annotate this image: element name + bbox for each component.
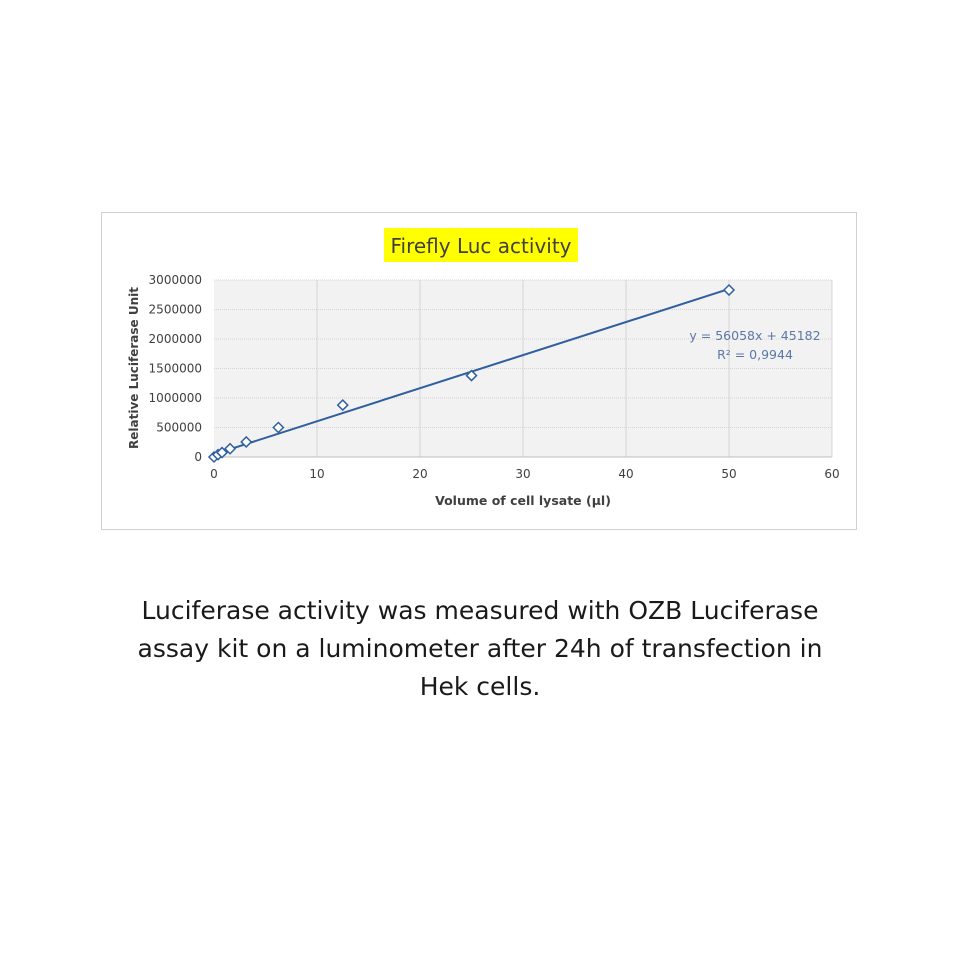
data-point <box>272 421 285 434</box>
data-point <box>224 442 237 455</box>
x-tick-label: 50 <box>721 467 736 481</box>
x-tick-label: 40 <box>618 467 633 481</box>
y-tick-label: 0 <box>194 450 202 464</box>
data-point <box>722 283 736 297</box>
y-tick-label: 1000000 <box>149 391 202 405</box>
caption-line-2: assay kit on a luminometer after 24h of … <box>137 634 823 663</box>
data-point <box>240 435 253 449</box>
data-point <box>215 446 229 459</box>
y-axis-label: Relative Luciferase Unit <box>127 287 141 449</box>
y-tick-label: 500000 <box>156 421 202 435</box>
y-tick-labels: 0 500000 1000000 1500000 2000000 2500000 30000… <box>149 273 202 464</box>
grid-lines <box>214 279 833 457</box>
y-tick-label: 2500000 <box>149 303 202 317</box>
x-tick-label: 30 <box>515 467 530 481</box>
data-point <box>465 369 478 382</box>
caption-line-3: Hek cells. <box>419 672 541 701</box>
data-point <box>336 399 349 412</box>
chart-title: Firefly Luc activity <box>390 234 571 258</box>
x-tick-label: 0 <box>210 467 218 481</box>
luciferase-chart: 0 500000 1000000 1500000 2000000 2500000 30000… <box>127 228 840 508</box>
y-tick-label: 3000000 <box>149 273 202 287</box>
x-axis-label: Volume of cell lysate (µl) <box>435 493 611 508</box>
x-tick-labels: 0 10 20 30 40 50 60 <box>210 467 839 481</box>
y-tick-label: 1500000 <box>149 362 202 376</box>
y-tick-label: 2000000 <box>149 332 202 346</box>
title-highlight <box>384 228 578 262</box>
trendline-r-squared: R² = 0,9944 <box>717 347 793 362</box>
x-tick-label: 20 <box>412 467 427 481</box>
chart-frame: 0 500000 1000000 1500000 2000000 2500000 30000… <box>101 212 857 530</box>
x-tick-label: 10 <box>309 467 324 481</box>
data-points <box>207 283 736 464</box>
figure-caption: Luciferase activity was measured with OZ… <box>80 592 880 706</box>
trendline-equation: y = 56058x + 45182 <box>689 328 820 343</box>
x-tick-label: 60 <box>824 467 839 481</box>
caption-line-1: Luciferase activity was measured with OZ… <box>141 596 819 625</box>
